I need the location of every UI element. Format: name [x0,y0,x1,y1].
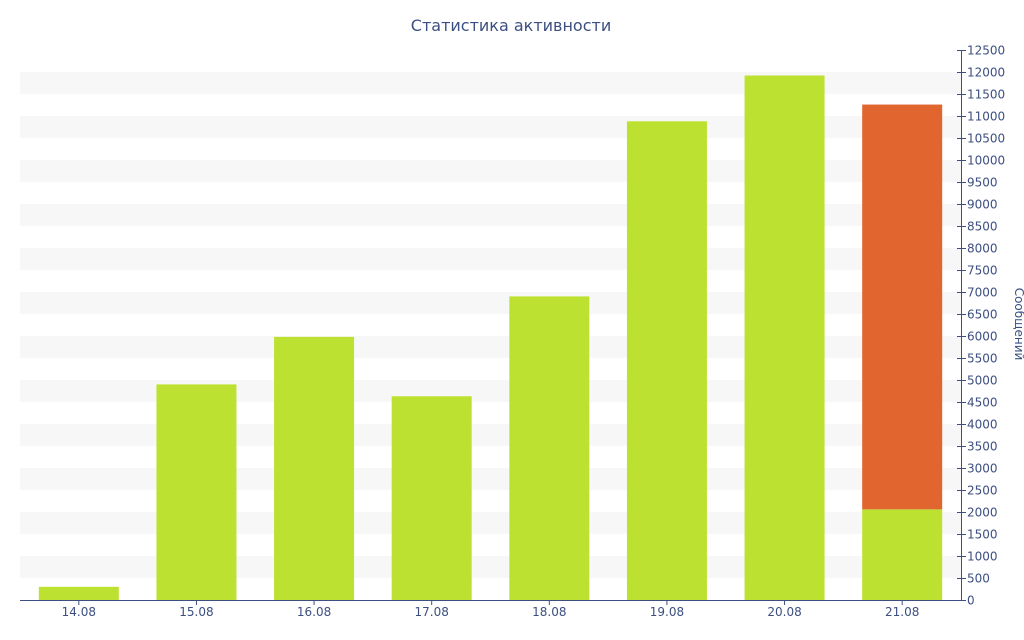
bar-16.08-s1[interactable] [274,336,355,600]
x-tick-label: 18.08 [532,605,566,619]
x-tick-label: 15.08 [179,605,213,619]
axes-group [20,50,962,601]
x-axis-ticks: 14.08 15.08 16.08 17.08 18.08 19.08 20.08 21.08 [62,600,919,619]
bar-14.08-s1[interactable] [38,586,119,600]
y-tick-label: 8000 [967,242,998,256]
bar-17.08-s1[interactable] [391,396,472,600]
grid-band [20,556,961,578]
grid-band [20,116,961,138]
chart-title: Статистика активности [411,16,611,35]
x-tick-label: 21.08 [885,605,919,619]
bars-group [38,75,943,600]
grid-band [20,512,961,534]
bar-19.08-s1[interactable] [626,121,707,600]
y-tick-label: 2000 [967,506,998,520]
y-tick-label: 6000 [967,330,998,344]
bar-21.08-s1[interactable] [862,509,943,600]
y-tick-label: 3500 [967,440,998,454]
y-tick-label: 1000 [967,550,998,564]
y-tick-label: 0 [967,594,975,608]
y-tick-label: 12500 [967,44,1005,58]
y-tick-label: 10000 [967,154,1005,168]
y-axis-title: Сообщений [1012,288,1024,361]
bar-18.08-s1[interactable] [509,296,590,600]
grid-band [20,72,961,94]
y-tick-label: 2500 [967,484,998,498]
y-tick-label: 10500 [967,132,1005,146]
x-tick-label: 20.08 [767,605,801,619]
y-tick-label: 9500 [967,176,998,190]
y-tick-label: 6500 [967,308,998,322]
y-tick-label: 3000 [967,462,998,476]
y-tick-label: 8500 [967,220,998,234]
y-axis-ticks: 0 500 1000 1500 2000 2500 3000 3500 4000 4500 5000… [957,44,1005,608]
y-tick-label: 1500 [967,528,998,542]
y-tick-label: 7000 [967,286,998,300]
y-tick-label: 12000 [967,66,1005,80]
grid-band [20,336,961,358]
bar-15.08-s1[interactable] [156,384,237,600]
y-tick-label: 5000 [967,374,998,388]
x-tick-label: 14.08 [62,605,96,619]
grid-band [20,160,961,182]
y-tick-label: 11000 [967,110,1005,124]
grid-band [20,292,961,314]
x-tick-label: 16.08 [297,605,331,619]
bar-21.08-s2[interactable] [862,104,943,510]
y-tick-label: 4500 [967,396,998,410]
y-tick-label: 9000 [967,198,998,212]
bar-20.08-s1[interactable] [744,75,825,600]
x-tick-label: 17.08 [415,605,449,619]
y-tick-label: 500 [967,572,990,586]
y-tick-label: 11500 [967,88,1005,102]
y-tick-label: 7500 [967,264,998,278]
x-tick-label: 19.08 [650,605,684,619]
grid-band [20,204,961,226]
y-tick-label: 4000 [967,418,998,432]
grid-band [20,380,961,402]
y-tick-label: 5500 [967,352,998,366]
grid-band [20,424,961,446]
grid-bands [20,72,961,578]
grid-band [20,248,961,270]
grid-band [20,468,961,490]
